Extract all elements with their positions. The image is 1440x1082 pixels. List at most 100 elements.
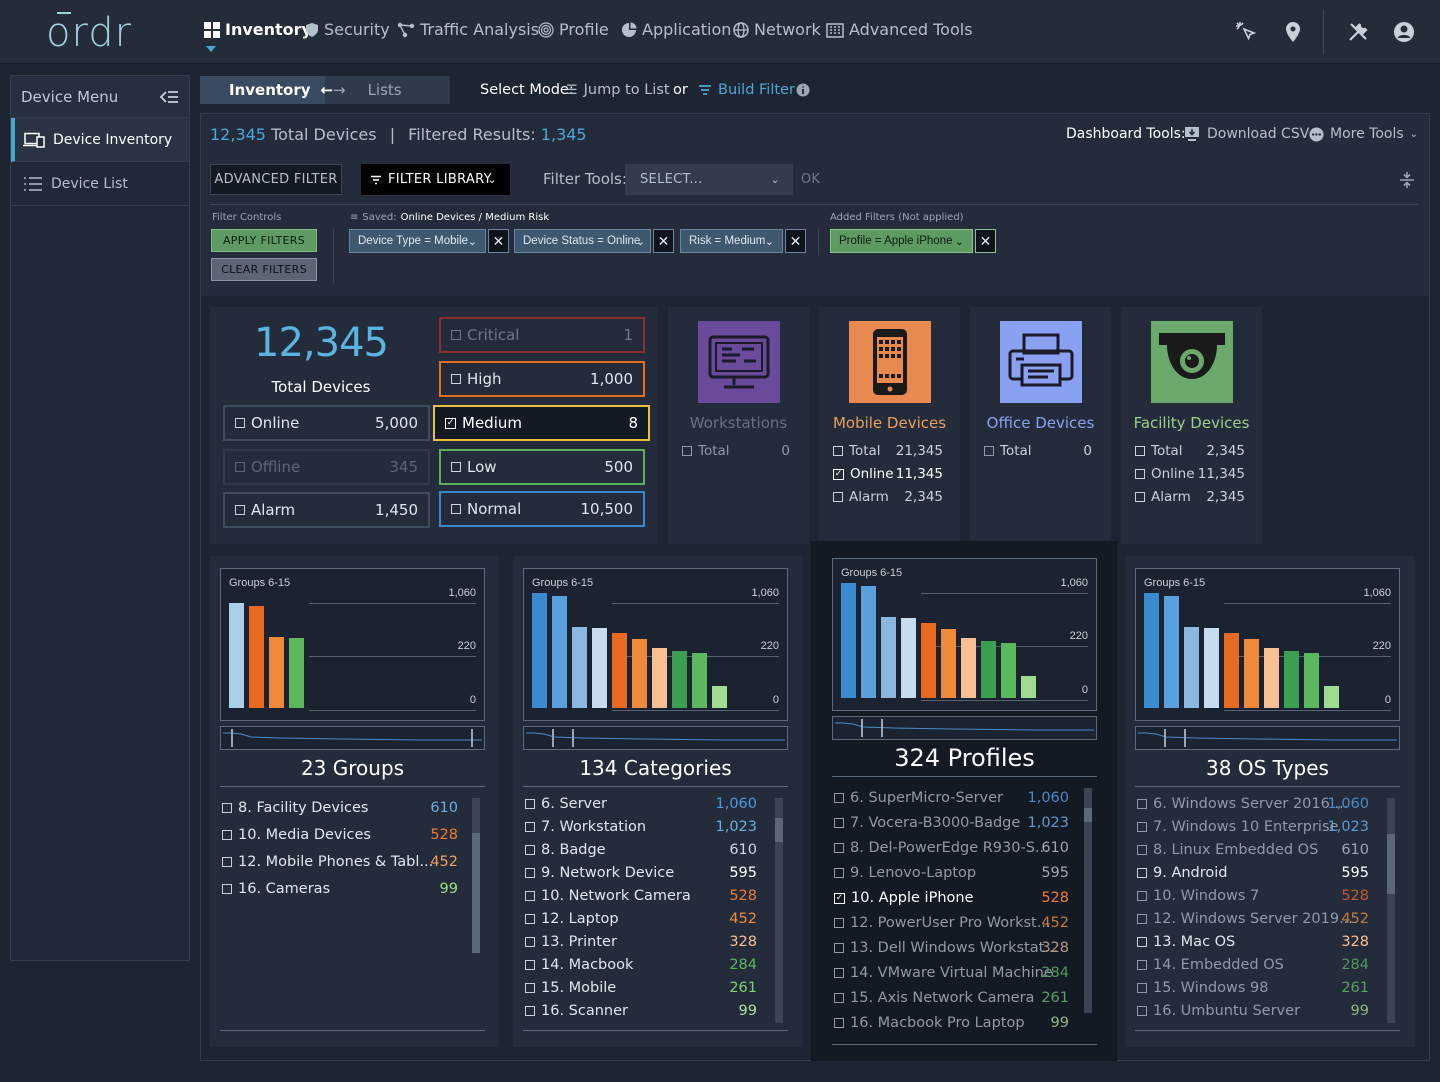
collapse-filters-icon[interactable] (1399, 171, 1415, 189)
checkbox[interactable] (833, 446, 843, 456)
category-row-online[interactable]: ✓ Online 11,345 (833, 466, 943, 482)
list-item[interactable]: 16. Macbook Pro Laptop 99 (834, 1013, 1069, 1033)
chart-bar[interactable] (672, 651, 687, 708)
chart-bar[interactable] (532, 593, 547, 708)
range-handle-right[interactable] (881, 719, 883, 737)
checkbox[interactable] (834, 793, 844, 803)
list-scrollbar[interactable] (1387, 798, 1395, 1023)
chart-bar[interactable] (1244, 638, 1259, 708)
jump-to-list-link[interactable]: ☰ Jump to List (566, 76, 670, 104)
risk-critical[interactable]: Critical 1 (439, 317, 645, 353)
category-row-alarm[interactable]: Alarm 2,345 (1135, 489, 1245, 505)
chip-remove-device-status[interactable]: ✕ (653, 229, 674, 253)
sidebar-item-device-list[interactable]: Device List (11, 162, 189, 206)
chip-remove-risk[interactable]: ✕ (785, 229, 806, 253)
category-row-total[interactable]: Total 0 (682, 443, 790, 459)
checkbox[interactable] (834, 868, 844, 878)
checkbox[interactable] (222, 803, 232, 813)
list-item[interactable]: 15. Axis Network Camera 261 (834, 988, 1069, 1008)
list-scrollbar-thumb[interactable] (1084, 808, 1092, 822)
range-handle-left[interactable] (552, 729, 554, 747)
list-scrollbar-thumb[interactable] (775, 818, 783, 842)
chart-bar[interactable] (1184, 626, 1199, 708)
checkbox[interactable] (1135, 492, 1145, 502)
chart-bar[interactable] (1164, 595, 1179, 708)
bar-chart[interactable]: Groups 6-15 1,060 220 0 (523, 568, 788, 721)
list-scrollbar-thumb[interactable] (472, 833, 480, 953)
list-item[interactable]: 14. Embedded OS 284 (1137, 955, 1369, 975)
checkbox[interactable] (525, 1006, 535, 1016)
range-handle-left[interactable] (231, 729, 233, 747)
list-item[interactable]: 8. Badge 610 (525, 840, 757, 860)
checkbox[interactable] (222, 857, 232, 867)
range-handle-left[interactable] (861, 719, 863, 737)
chart-bar[interactable] (1284, 651, 1299, 708)
chart-bar[interactable] (712, 685, 727, 708)
topnav-advanced-tools[interactable]: Advanced Tools (826, 20, 973, 39)
list-item[interactable]: 10. Windows 7 528 (1137, 886, 1369, 906)
checkbox[interactable] (525, 822, 535, 832)
checkbox[interactable] (1135, 446, 1145, 456)
checkbox-checked[interactable]: ✓ (445, 417, 456, 429)
chart-range-slider[interactable] (220, 726, 485, 750)
list-item[interactable]: 6. Server 1,060 (525, 794, 757, 814)
chip-device-status[interactable]: Device Status = Online ⌄ (514, 229, 651, 253)
list-item[interactable]: 6. Windows Server 2016 ... 1,060 (1137, 794, 1369, 814)
checkbox[interactable] (525, 868, 535, 878)
topnav-inventory[interactable]: Inventory (204, 20, 312, 39)
filter-tools-ok-button[interactable]: OK (796, 164, 825, 195)
checkbox[interactable] (834, 968, 844, 978)
range-handle-right[interactable] (1184, 729, 1186, 747)
list-item[interactable]: 7. Workstation 1,023 (525, 817, 757, 837)
checkbox[interactable] (1137, 891, 1147, 901)
checkbox[interactable] (1137, 845, 1147, 855)
checkbox[interactable] (834, 993, 844, 1003)
checkbox[interactable] (834, 918, 844, 928)
checkbox[interactable] (1137, 799, 1147, 809)
checkbox[interactable] (1137, 868, 1147, 878)
list-item[interactable]: 7. Vocera-B3000-Badge 1,023 (834, 813, 1069, 833)
chart-bar[interactable] (1204, 627, 1219, 708)
category-row-alarm[interactable]: Alarm 2,345 (833, 489, 943, 505)
chart-bar[interactable] (1324, 685, 1339, 708)
chart-bar[interactable] (1224, 632, 1239, 708)
list-item[interactable]: 14. Macbook 284 (525, 955, 757, 975)
status-alarm[interactable]: Alarm 1,450 (223, 492, 430, 528)
checkbox[interactable] (235, 505, 245, 515)
list-item[interactable]: 13. Mac OS 328 (1137, 932, 1369, 952)
checkbox[interactable] (525, 960, 535, 970)
filter-tools-select[interactable]: SELECT... ⌄ (625, 164, 793, 195)
list-item[interactable]: 6. SuperMicro-Server 1,060 (834, 788, 1069, 808)
download-csv-button[interactable]: Download CSV (1184, 126, 1309, 142)
bar-chart[interactable]: Groups 6-15 1,060 220 0 (220, 568, 485, 721)
list-item[interactable]: 12. Laptop 452 (525, 909, 757, 929)
chart-bar[interactable] (229, 603, 244, 708)
chart-bar[interactable] (1264, 647, 1279, 708)
list-item[interactable]: 13. Printer 328 (525, 932, 757, 952)
collapse-sidebar-icon[interactable] (159, 89, 179, 105)
chart-bar[interactable] (1021, 675, 1036, 698)
risk-low[interactable]: Low 500 (439, 449, 645, 485)
chip-remove-device-type[interactable]: ✕ (488, 229, 509, 253)
chart-range-slider[interactable] (523, 726, 788, 750)
topnav-profile[interactable]: Profile (538, 20, 609, 39)
range-handle-right[interactable] (471, 729, 473, 747)
chip-device-type[interactable]: Device Type = Mobile ⌄ (349, 229, 486, 253)
chart-bar[interactable] (981, 641, 996, 698)
chart-bar[interactable] (652, 647, 667, 708)
checkbox[interactable] (833, 492, 843, 502)
list-scrollbar[interactable] (1084, 788, 1092, 1013)
list-item[interactable]: 9. Network Device 595 (525, 863, 757, 883)
list-item[interactable]: 8. Linux Embedded OS 610 (1137, 840, 1369, 860)
checkbox[interactable] (525, 891, 535, 901)
checkbox[interactable] (525, 914, 535, 924)
build-filter-link[interactable]: Build Filter (698, 76, 795, 104)
checkbox[interactable] (222, 884, 232, 894)
checkbox[interactable] (525, 845, 535, 855)
list-item[interactable]: 12. Mobile Phones & Tabl... 452 (222, 852, 458, 872)
checkbox[interactable] (451, 330, 461, 340)
checkbox-checked[interactable]: ✓ (833, 468, 844, 480)
chart-bar[interactable] (921, 622, 936, 698)
risk-normal[interactable]: Normal 10,500 (439, 491, 645, 527)
checkbox-checked[interactable]: ✓ (834, 892, 845, 904)
